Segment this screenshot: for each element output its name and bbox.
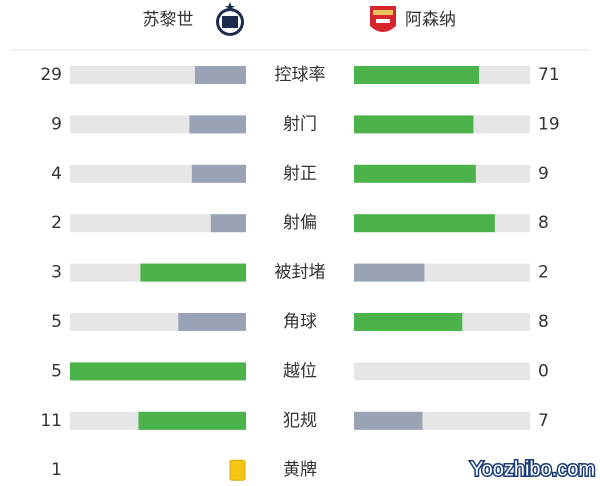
away-value: 2 [538, 263, 549, 283]
stat-label: 射门 [283, 114, 317, 134]
home-bar [140, 263, 246, 282]
home-value: 3 [51, 263, 62, 283]
stat-label: 射偏 [283, 213, 317, 233]
away-value: 9 [538, 164, 549, 184]
home-value: 29 [40, 65, 62, 85]
away-value: 7 [538, 411, 549, 431]
home-value: 4 [51, 164, 62, 184]
home-value: 11 [40, 411, 62, 431]
away-track [354, 362, 530, 381]
away-value: 8 [538, 213, 549, 233]
home-bar [189, 115, 246, 134]
home-bar [191, 164, 246, 183]
away-bar [354, 115, 474, 134]
yellow-card-icon [229, 459, 246, 481]
away-bar [354, 214, 495, 233]
home-logo [216, 2, 244, 36]
watermark: Yoozhibo.com [470, 458, 595, 480]
away-bar [354, 263, 425, 282]
away-value: 0 [538, 361, 549, 381]
home-value: 5 [51, 312, 62, 332]
home-bar [70, 362, 246, 381]
away-bar [354, 313, 463, 331]
stat-label: 黄牌 [283, 460, 317, 480]
away-logo [370, 6, 396, 32]
away-value: 19 [538, 114, 560, 134]
home-bar [138, 411, 246, 430]
away-value: 71 [538, 65, 560, 85]
home-bar [194, 66, 246, 84]
stat-label: 控球率 [275, 65, 326, 85]
home-bar [210, 214, 246, 233]
home-value: 9 [51, 114, 62, 134]
home-value: 5 [51, 361, 62, 381]
stat-label: 角球 [283, 312, 317, 332]
home-value: 1 [51, 460, 62, 480]
home-team: 苏黎世 [143, 10, 194, 30]
away-bar [354, 411, 423, 430]
stat-label: 被封堵 [275, 263, 326, 283]
stat-label: 越位 [283, 361, 317, 381]
home-track [70, 214, 246, 233]
stat-label: 犯规 [283, 411, 317, 431]
away-team: 阿森纳 [405, 10, 456, 30]
home-value: 2 [51, 213, 62, 233]
home-bar [178, 313, 246, 331]
stat-label: 射正 [283, 164, 317, 184]
away-bar [354, 66, 479, 84]
away-bar [354, 164, 476, 183]
away-value: 8 [538, 312, 549, 332]
